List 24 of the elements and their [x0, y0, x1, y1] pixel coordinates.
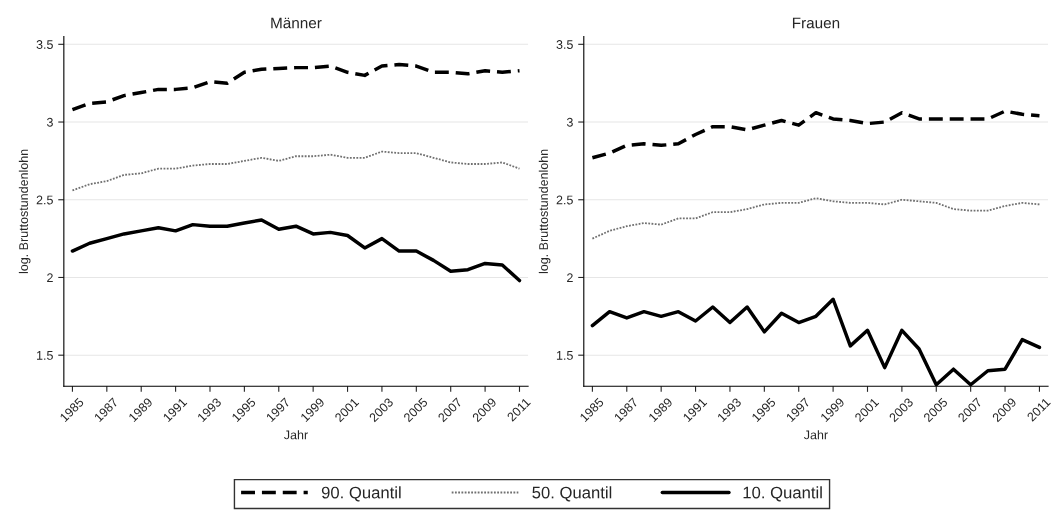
- y-axis-title: log. Bruttostundenlohn: [538, 149, 551, 274]
- x-axis-title: Jahr: [284, 430, 308, 440]
- line-series: [70, 218, 522, 283]
- y-tick-label: 1.5: [556, 351, 573, 360]
- y-tick-label: 3.5: [36, 40, 53, 49]
- line-series: [590, 109, 1042, 160]
- legend-label: 50. Quantil: [532, 486, 612, 502]
- legend-label: 10. Quantil: [743, 486, 822, 502]
- legend-label: 90. Quantil: [321, 486, 401, 502]
- line-series: [71, 150, 521, 192]
- y-tick-label: 3: [566, 117, 573, 127]
- y-tick-label: 2: [47, 273, 53, 282]
- y-tick-label: 2: [567, 273, 573, 282]
- y-tick-label: 1.5: [37, 351, 53, 360]
- y-tick-label: 3: [46, 117, 53, 127]
- line-series: [591, 197, 1041, 240]
- chart-title: Frauen: [792, 17, 840, 29]
- y-axis-title: log. Bruttostundenlohn: [18, 149, 31, 274]
- y-tick-label: 2.5: [556, 195, 573, 205]
- y-tick-label: 2.5: [36, 195, 53, 205]
- chart-title: Männer: [271, 17, 322, 29]
- line-series: [70, 62, 522, 112]
- y-tick-label: 3.5: [556, 40, 573, 49]
- x-axis-title: Jahr: [803, 430, 828, 440]
